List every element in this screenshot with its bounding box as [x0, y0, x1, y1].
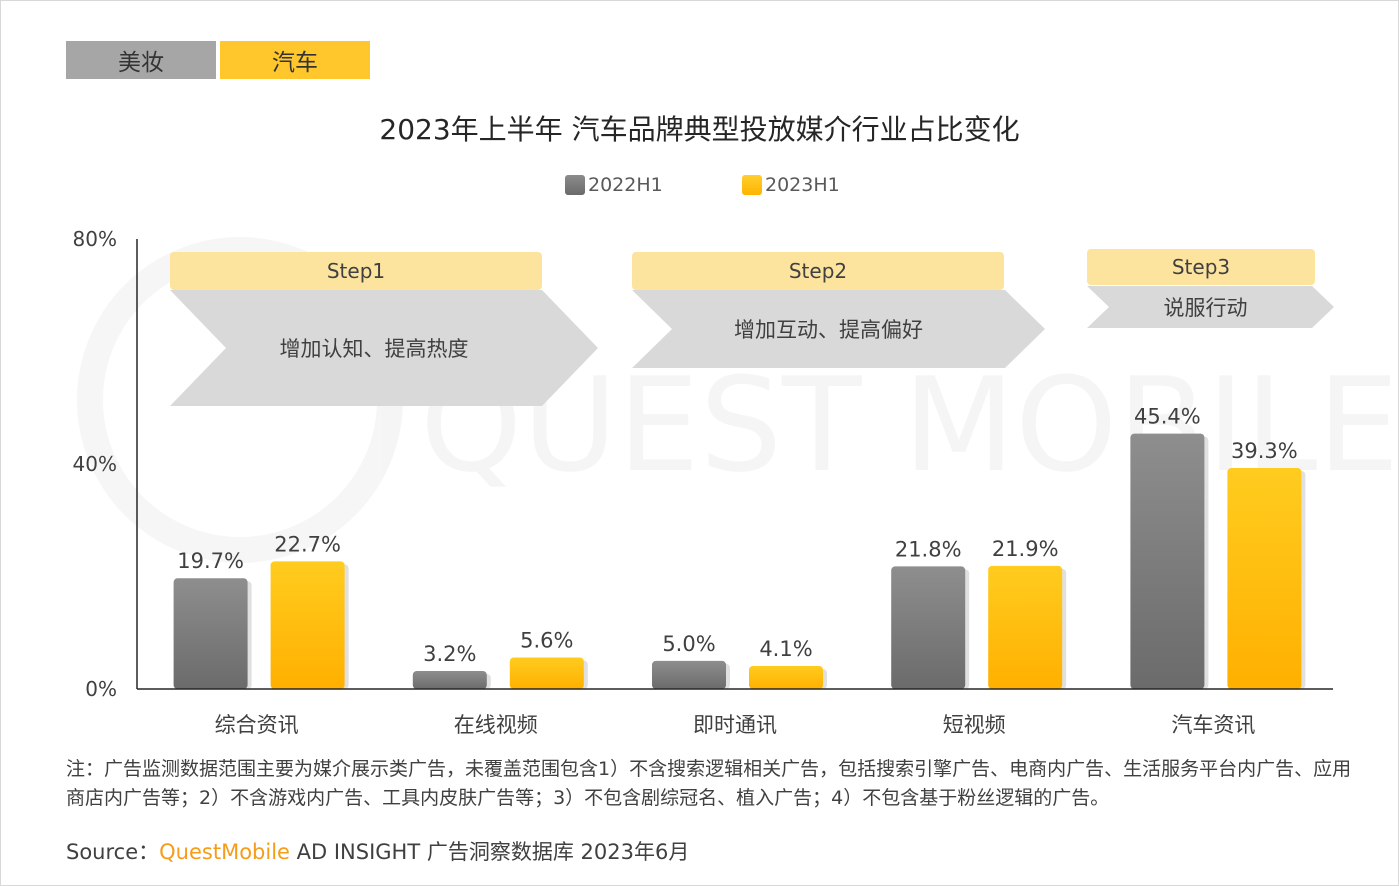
data-label: 4.1%: [759, 637, 812, 661]
data-label: 3.2%: [423, 642, 476, 666]
step-band: [632, 252, 1004, 290]
step-text: 增加认知、提高热度: [280, 337, 469, 361]
data-label: 5.6%: [520, 629, 573, 653]
step-arrow: [632, 290, 1045, 368]
step-band: [170, 252, 542, 290]
step-label: Step3: [1172, 255, 1230, 279]
data-label: 45.4%: [1134, 405, 1201, 429]
step-label: Step2: [789, 259, 847, 283]
legend-swatch-2022h1: [565, 175, 585, 195]
data-label: 5.0%: [662, 632, 715, 656]
legend-item-2022h1: 2022H1: [565, 174, 663, 196]
bar-2023h1: [270, 561, 345, 689]
bar-chart: QUEST MOBILE Step1增加认知、提高热度Step2增加互动、提高偏…: [72, 227, 1334, 737]
step-3: Step3 说服行动: [1087, 249, 1334, 328]
data-label: 19.7%: [177, 549, 244, 573]
data-label: 21.9%: [992, 537, 1059, 561]
y-tick-label: 40%: [73, 452, 117, 476]
footnote: 注：广告监测数据范围主要为媒介展示类广告，未覆盖范围包含1）不含搜索逻辑相关广告…: [66, 758, 1352, 809]
x-tick-label: 即时通讯: [693, 713, 777, 737]
bar-2022h1: [891, 566, 966, 689]
source-brand: QuestMobile: [159, 840, 290, 864]
legend-label-2022h1: 2022H1: [588, 174, 663, 196]
x-tick-label: 汽车资讯: [1171, 713, 1255, 737]
step-arrow: [1087, 286, 1334, 328]
source-line: Source：QuestMobile AD INSIGHT 广告洞察数据库 20…: [66, 836, 689, 866]
x-tick-label: 综合资讯: [215, 713, 299, 737]
bar-2023h1: [1227, 467, 1302, 689]
bars: 19.7% 22.7% 3.2% 5.6% 5.0% 4.1% 21.8% 21.9% 45.4…: [173, 405, 1306, 689]
source-suffix: AD INSIGHT 广告洞察数据库 2023年6月: [289, 840, 690, 864]
step-text: 增加互动、提高偏好: [734, 318, 923, 342]
bar-2023h1: [988, 565, 1063, 689]
y-tick-label: 0%: [85, 677, 117, 701]
y-tick-label: 80%: [73, 227, 117, 251]
step-text: 说服行动: [1164, 296, 1248, 320]
chart-title: 2023年上半年 汽车品牌典型投放媒介行业占比变化: [379, 113, 1020, 146]
legend-swatch-2023h1: [742, 175, 762, 195]
y-axis: 0% 40% 80%: [73, 227, 138, 701]
data-label: 21.8%: [895, 537, 962, 561]
bar-2022h1: [1130, 433, 1205, 689]
x-axis: 综合资讯 在线视频 即时通讯 短视频 汽车资讯: [137, 688, 1333, 737]
bar-2022h1: [412, 671, 487, 689]
bar-2023h1: [509, 657, 584, 689]
step-label: Step1: [327, 259, 385, 283]
legend-item-2023h1: 2023H1: [742, 174, 840, 196]
tab-beauty[interactable]: 美妆: [66, 41, 216, 79]
data-label: 39.3%: [1231, 439, 1298, 463]
legend-label-2023h1: 2023H1: [765, 174, 840, 196]
data-label: 22.7%: [274, 532, 341, 556]
x-tick-label: 在线视频: [454, 713, 538, 737]
bar-2023h1: [749, 665, 823, 689]
source-prefix: Source：: [66, 840, 160, 864]
x-tick-label: 短视频: [943, 713, 1006, 737]
step-annotations: Step1 增加认知、提高热度 Step2 增加互动、提高偏好 Step3 说服行动: [170, 249, 1334, 406]
step-band: [1087, 249, 1315, 285]
step-2: Step2 增加互动、提高偏好: [632, 252, 1045, 368]
step-arrow: [170, 290, 598, 406]
bar-2022h1: [652, 660, 726, 689]
bar-2022h1: [173, 578, 248, 689]
step-1: Step1 增加认知、提高热度: [170, 252, 598, 406]
tab-automobile[interactable]: 汽车: [220, 41, 370, 79]
chart-legend: 2022H1 2023H1: [0, 174, 1399, 200]
